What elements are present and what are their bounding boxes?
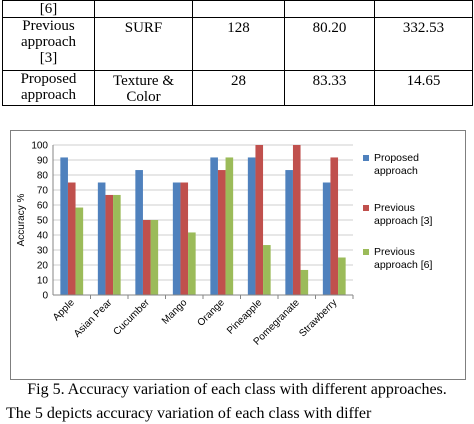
table-row: Proposed approach Texture & Color 28 83.… <box>2 70 473 106</box>
bar <box>150 220 159 295</box>
cell-line: Proposed <box>20 71 77 87</box>
table-row: Previous approach [3] SURF 128 80.20 332… <box>2 17 473 71</box>
table-cell: [6] <box>2 0 95 18</box>
cell-line: approach <box>21 34 76 50</box>
x-tick-label: Asian Pear <box>72 297 115 340</box>
legend-label: Previous <box>374 202 415 214</box>
x-tick-label: Strawberry <box>297 297 339 339</box>
table-cell: 80.20 <box>284 17 375 71</box>
y-tick-label: 30 <box>37 246 49 257</box>
y-tick-label: 60 <box>37 201 49 212</box>
bar <box>322 182 331 295</box>
cell-line: Texture & <box>112 73 174 89</box>
y-tick-label: 90 <box>37 156 49 167</box>
legend-label: approach [6] <box>374 259 432 271</box>
bar <box>113 194 121 295</box>
legend-swatch <box>363 155 369 161</box>
results-table: [6] Previous approach [3] SURF 128 80.20… <box>2 0 473 106</box>
y-tick-label: 100 <box>31 141 48 152</box>
bar <box>263 245 271 295</box>
table-cell-feature: SURF <box>94 17 193 71</box>
y-tick-label: 40 <box>37 231 49 242</box>
table-cell: 332.53 <box>374 17 473 71</box>
legend-label: approach [3] <box>374 215 432 227</box>
bar <box>292 145 301 295</box>
y-tick-label: 0 <box>42 291 48 302</box>
bar <box>330 157 339 295</box>
table-cell <box>284 0 375 18</box>
table-cell: 28 <box>192 70 285 106</box>
bar <box>210 157 218 295</box>
legend-swatch <box>363 249 369 255</box>
bar <box>247 157 256 295</box>
table-cell: 14.65 <box>374 70 473 106</box>
table-cell-feature: Texture & Color <box>94 70 193 106</box>
table-cell <box>192 0 285 18</box>
bar <box>285 170 293 295</box>
table-cell <box>374 0 473 18</box>
y-tick-label: 10 <box>37 276 49 287</box>
table-cell <box>94 0 193 18</box>
cell-line: [3] <box>39 50 58 66</box>
bar <box>142 220 151 295</box>
body-text: The 5 depicts accuracy variation of each… <box>6 405 372 422</box>
y-tick-label: 50 <box>37 216 49 227</box>
bar <box>217 170 226 295</box>
cell-line: Color <box>126 89 161 105</box>
bar <box>172 182 181 295</box>
y-tick-label: 20 <box>37 261 49 272</box>
x-tick-label: Mango <box>160 297 190 327</box>
table-cell: 128 <box>192 17 285 71</box>
table-cell: 83.33 <box>284 70 375 106</box>
bar <box>67 182 76 295</box>
x-tick-label: Cucumber <box>111 297 152 338</box>
legend-label: Proposed <box>374 152 419 164</box>
bar <box>188 232 196 295</box>
x-tick-label: Pineapple <box>225 297 265 337</box>
y-axis-label: Accuracy % <box>16 193 27 246</box>
y-tick-label: 70 <box>37 186 49 197</box>
bar <box>135 170 143 295</box>
bar <box>225 157 234 295</box>
table-cell-method: Proposed approach <box>2 70 95 106</box>
x-tick-label: Orange <box>196 297 228 329</box>
bar <box>97 182 106 295</box>
cell-line: Previous <box>22 18 75 34</box>
bar <box>255 145 264 295</box>
legend-label: approach <box>374 165 418 177</box>
bar <box>75 207 84 295</box>
figure-caption: Fig 5. Accuracy variation of each class … <box>27 381 447 398</box>
x-tick-label: Apple <box>51 297 77 323</box>
cell-line: approach <box>21 87 76 103</box>
table-row: [6] <box>2 0 473 18</box>
y-tick-label: 80 <box>37 171 49 182</box>
bar <box>338 257 346 295</box>
bar <box>300 269 309 295</box>
table-cell-method: Previous approach [3] <box>2 17 95 71</box>
chart-frame: 0 10 20 30 40 50 60 70 80 90 100 Apple Asian Pear Cu… <box>10 130 466 380</box>
bar <box>105 194 114 295</box>
bar <box>180 182 189 295</box>
bar <box>60 157 68 295</box>
legend-label: Previous <box>374 246 415 258</box>
legend-swatch <box>363 205 369 211</box>
